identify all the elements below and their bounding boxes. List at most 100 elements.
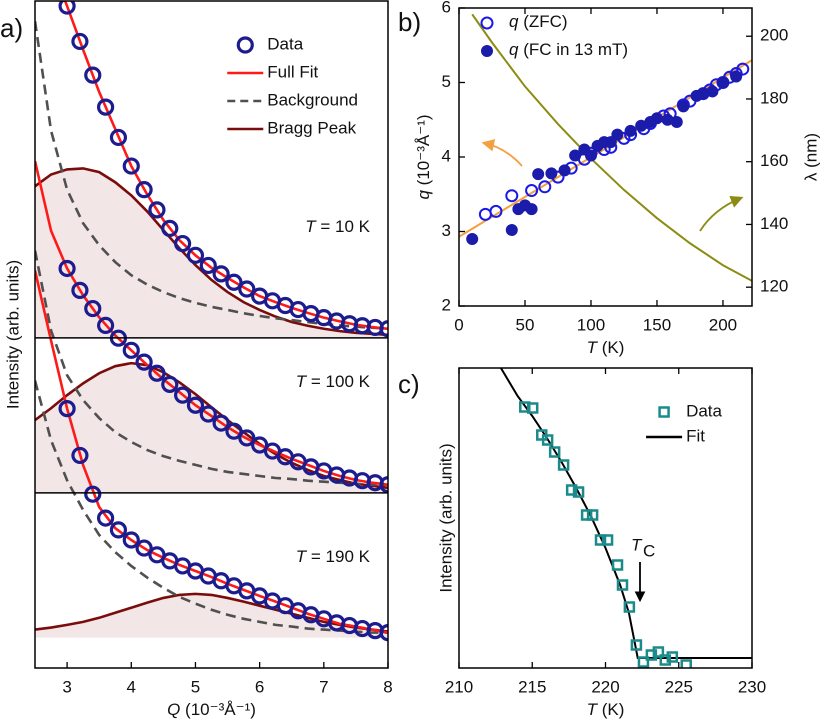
legend-marker xyxy=(658,406,670,418)
text: (10⁻³Å⁻¹) xyxy=(414,114,433,190)
symbol: T xyxy=(305,217,317,236)
panel-annotation: T = 10 K xyxy=(305,217,370,236)
data-point xyxy=(161,375,179,393)
annotation: T xyxy=(631,535,643,554)
legend-label: Bragg Peak xyxy=(267,118,356,137)
data-point xyxy=(199,405,217,423)
data-point xyxy=(572,486,585,498)
line xyxy=(35,167,388,337)
data-point xyxy=(650,112,663,125)
data-point xyxy=(71,446,89,465)
data-point xyxy=(174,234,192,253)
data-point xyxy=(148,201,166,219)
legend-marker xyxy=(236,36,254,54)
legend: Data Full Fit Background Bragg Peak xyxy=(227,34,358,137)
text: (FC in 13 mT) xyxy=(518,40,628,59)
symbol: q xyxy=(509,12,519,31)
data-point xyxy=(541,434,554,446)
data-point xyxy=(505,224,518,237)
line xyxy=(471,13,752,282)
y-axis-label: Intensity (arb. units) xyxy=(436,443,455,592)
legend-label: Fit xyxy=(686,426,705,445)
data-point xyxy=(84,66,102,84)
data-point xyxy=(135,353,153,371)
data-point xyxy=(601,534,614,546)
data-point xyxy=(611,128,624,141)
data-point xyxy=(58,259,76,278)
x-tick-label: 150 xyxy=(643,315,671,334)
legend-marker xyxy=(481,45,493,57)
data-point xyxy=(680,659,692,668)
text: (K) xyxy=(597,338,624,357)
data-point xyxy=(548,446,561,458)
y2-tick-label: 140 xyxy=(760,214,788,233)
data-point xyxy=(557,459,570,471)
plot-area xyxy=(500,368,752,668)
data-point xyxy=(736,62,750,76)
x-tick-label: 50 xyxy=(516,315,535,334)
plot-area xyxy=(35,1,388,642)
data-point xyxy=(604,136,617,149)
x-tick-label: 8 xyxy=(383,677,392,696)
x-tick-label: 5 xyxy=(191,677,200,696)
symbol: q xyxy=(509,40,519,59)
data-point xyxy=(186,396,205,414)
data-point xyxy=(558,164,571,177)
x-axis-label: T (K) xyxy=(587,700,625,719)
y-axis-label: q (10⁻³Å⁻¹) xyxy=(414,114,433,199)
data-point xyxy=(623,601,636,613)
symbol: T xyxy=(587,338,599,357)
x-tick-label: 220 xyxy=(591,677,619,696)
panel-annotation: T = 100 K xyxy=(296,372,371,391)
legend-label: q (ZFC) xyxy=(509,12,568,31)
area xyxy=(35,363,388,493)
legend: Data Fit xyxy=(646,401,723,445)
data-point xyxy=(565,484,578,496)
legend-marker xyxy=(480,16,494,30)
line xyxy=(35,380,388,634)
y-tick-label: 6 xyxy=(442,0,451,16)
legend-label: Data xyxy=(686,401,722,420)
annotation-subscript: C xyxy=(643,541,655,560)
symbol: T xyxy=(587,700,599,719)
x-tick-label: 225 xyxy=(665,677,693,696)
text: = 100 K xyxy=(306,372,370,391)
data-point xyxy=(122,531,140,549)
data-point xyxy=(584,149,597,162)
y2-tick-label: 160 xyxy=(760,151,788,170)
panel-label: b) xyxy=(398,7,421,37)
x-tick-label: 0 xyxy=(454,315,463,334)
data-point xyxy=(109,128,128,147)
y2-axis-label: λ (nm) xyxy=(801,133,820,181)
symbol: Q xyxy=(167,700,180,719)
y2-tick-label: 180 xyxy=(760,88,788,107)
plot-area xyxy=(459,13,752,282)
x-tick-label: 230 xyxy=(738,677,766,696)
data-point xyxy=(212,265,230,283)
text: (K) xyxy=(597,700,624,719)
data-point xyxy=(238,280,256,298)
data-point xyxy=(611,559,624,571)
text: = 10 K xyxy=(316,217,371,236)
data-point xyxy=(489,204,503,218)
data-point xyxy=(624,124,637,137)
y-axis-label: Intensity (arb. units) xyxy=(3,260,22,409)
data-point xyxy=(478,207,492,221)
y2-tick-label: 200 xyxy=(760,26,788,45)
data-point xyxy=(122,157,140,175)
data-point xyxy=(569,149,582,162)
data-point xyxy=(84,485,102,503)
data-point xyxy=(199,256,217,275)
data-point xyxy=(659,654,672,666)
data-point xyxy=(466,232,479,245)
symbol: T xyxy=(296,547,308,566)
x-tick-label: 100 xyxy=(577,315,605,334)
data-point xyxy=(594,534,607,546)
area xyxy=(35,168,388,338)
panel-label: c) xyxy=(398,369,420,399)
legend-label: q (FC in 13 mT) xyxy=(509,40,628,59)
data-point xyxy=(666,651,679,663)
legend-label: Full Fit xyxy=(267,62,318,81)
